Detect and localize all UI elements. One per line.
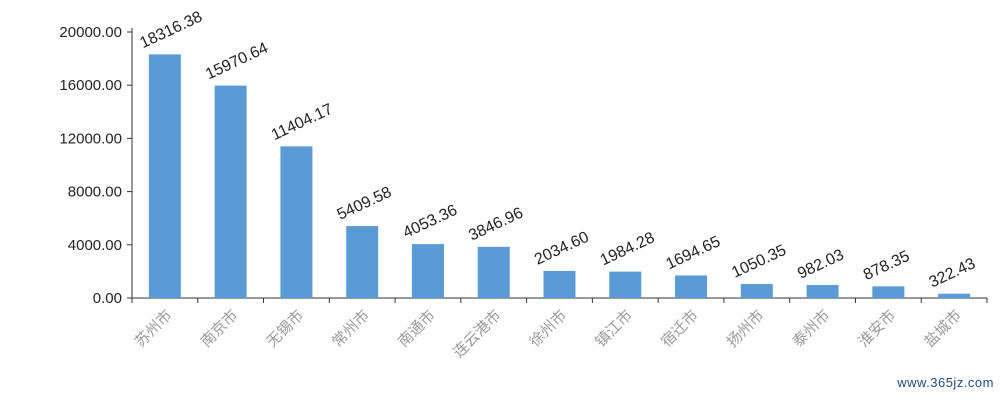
bars (148, 54, 971, 298)
bar (872, 286, 905, 298)
data-label: 1050.35 (729, 242, 789, 282)
x-tick-label: 常州市 (328, 306, 373, 351)
y-tick-label: 12000.00 (59, 130, 122, 147)
data-label: 18316.38 (137, 8, 205, 52)
y-tick-label: 4000.00 (68, 237, 122, 254)
x-tick-label: 宿迁市 (657, 306, 702, 351)
y-tick-label: 16000.00 (59, 77, 122, 94)
data-label: 878.35 (861, 248, 913, 284)
bar (214, 85, 247, 298)
x-tick-label: 连云港市 (449, 306, 504, 361)
data-label: 11404.17 (269, 101, 336, 144)
data-label: 4053.36 (400, 202, 460, 242)
x-tick-label: 泰州市 (789, 306, 834, 351)
x-tick-label: 盐城市 (920, 306, 965, 351)
axes (127, 28, 988, 303)
data-label: 2034.60 (532, 229, 592, 269)
data-label: 1694.65 (664, 233, 724, 273)
bar (740, 284, 773, 298)
bar (346, 226, 379, 298)
x-tick-label: 苏州市 (131, 306, 176, 351)
y-tick-labels: 0.00 4000.00 8000.00 12000.00 16000.00 20000.… (59, 24, 122, 307)
bar (609, 271, 642, 298)
watermark: www.365jz.com (897, 375, 994, 390)
x-tick-label: 扬州市 (723, 306, 768, 351)
data-label: 982.03 (795, 246, 847, 282)
bar (543, 270, 576, 298)
x-tick-label: 镇江市 (592, 306, 637, 351)
data-label: 3846.96 (466, 205, 526, 245)
x-tick-label: 徐州市 (526, 306, 571, 351)
data-label: 15970.64 (203, 40, 271, 84)
x-tick-label: 南京市 (197, 306, 242, 351)
y-tick-label: 20000.00 (59, 24, 122, 41)
bar (148, 54, 181, 298)
y-tick-label: 8000.00 (68, 184, 122, 201)
bar (477, 246, 510, 298)
data-label: 5409.58 (335, 184, 395, 224)
x-tick-label: 南通市 (394, 306, 439, 351)
data-label: 1984.28 (598, 229, 658, 269)
x-tick-label: 无锡市 (263, 306, 308, 351)
data-label: 322.43 (927, 255, 979, 291)
x-tick-labels: 苏州市 南京市 无锡市 常州市 南通市 连云港市 徐州市 镇江市 宿迁市 扬州市 泰州市 淮安市 盐城市 (131, 306, 965, 361)
y-tick-label: 0.00 (93, 290, 122, 307)
bar (280, 146, 313, 298)
bar (411, 244, 444, 298)
x-tick-label: 淮安市 (855, 306, 900, 351)
bar (675, 275, 708, 298)
bar (806, 284, 839, 298)
bar (938, 293, 971, 298)
